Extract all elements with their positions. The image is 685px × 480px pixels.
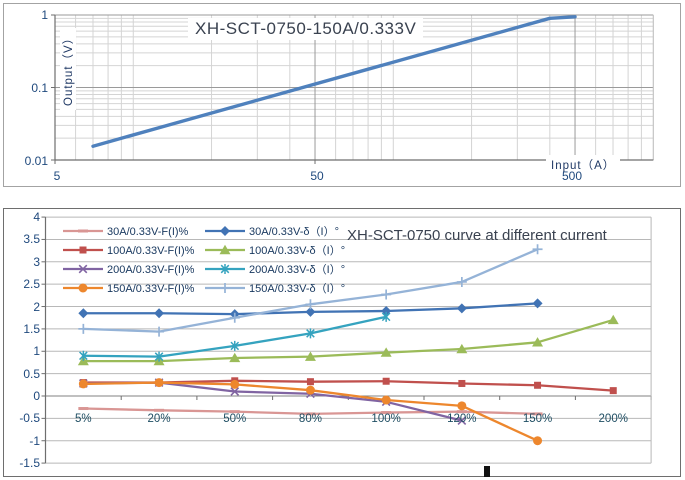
marker-plus bbox=[78, 323, 89, 334]
legend-item: 30A/0.33V-F(I)% bbox=[63, 226, 189, 238]
x-axis-category-label: 150% bbox=[522, 413, 553, 425]
marker-diamond bbox=[456, 303, 467, 314]
marker-circle bbox=[533, 436, 543, 446]
marker-diamond bbox=[154, 308, 165, 319]
legend-item: 150A/0.33V-F(I)% bbox=[63, 283, 195, 295]
y-axis-tick-label: 2 bbox=[33, 299, 40, 314]
text-cursor-mark bbox=[484, 466, 490, 477]
legend-label: 150A/0.33V-F(I)% bbox=[107, 283, 195, 295]
y-axis-tick-label: 0.1 bbox=[31, 81, 48, 95]
legend-label: 100A/0.33V-F(I)% bbox=[107, 245, 195, 257]
legend-item: 30A/0.33V-δ（I）° bbox=[205, 225, 339, 238]
y-axis-tick-label: 4 bbox=[33, 210, 40, 225]
marker-diamond bbox=[78, 308, 89, 319]
x-axis-tick-label: 500 bbox=[561, 169, 583, 183]
marker-asterisk bbox=[79, 350, 88, 361]
series-line-5 bbox=[82, 318, 615, 363]
marker-circle bbox=[78, 379, 88, 389]
x-axis-category-label: 50% bbox=[223, 413, 247, 425]
bottom-chart-canvas: 30A/0.33V-F(I)% 100A/0.33V-F(I)% 200A/0.33… bbox=[41, 216, 652, 464]
marker-plus bbox=[456, 276, 467, 287]
top-chart-title: XH-SCT-0750-150A/0.333V bbox=[188, 18, 424, 40]
x-axis-category-label: 80% bbox=[298, 413, 322, 425]
y-axis-title: Output（V） bbox=[60, 27, 76, 110]
marker-square bbox=[458, 379, 466, 387]
marker-plus bbox=[532, 244, 543, 255]
legend-item: 100A/0.33V-F(I)% bbox=[63, 245, 195, 257]
series-line-output bbox=[91, 15, 577, 148]
marker-square bbox=[382, 377, 390, 385]
legend-label: 30A/0.33V-F(I)% bbox=[107, 226, 189, 238]
y-axis-tick-label: -1.5 bbox=[19, 456, 40, 471]
marker-triangle bbox=[532, 337, 544, 347]
marker-triangle bbox=[380, 347, 392, 357]
marker-plus bbox=[305, 299, 316, 310]
y-axis-tick-label: 0 bbox=[33, 389, 40, 403]
legend-item: 100A/0.33V-δ（I）° bbox=[205, 244, 345, 257]
marker-square bbox=[534, 381, 542, 389]
marker-triangle bbox=[456, 343, 468, 354]
x-axis-title: Input（A） bbox=[546, 155, 621, 175]
marker-plus bbox=[220, 283, 230, 293]
marker-diamond bbox=[532, 298, 543, 309]
bottom-chart-title: XH-SCT-0750 curve at different current bbox=[347, 227, 607, 244]
y-axis-tick-label: 3.5 bbox=[23, 232, 40, 247]
marker-triangle bbox=[229, 352, 241, 363]
marker-x bbox=[457, 416, 467, 425]
marker-plus bbox=[229, 312, 240, 323]
y-axis-tick-label: -0.5 bbox=[19, 411, 40, 426]
x-axis-category-label: 120% bbox=[447, 413, 477, 425]
bottom-chart-panel: 30A/0.33V-F(I)% 100A/0.33V-F(I)% 200A/0.33… bbox=[3, 208, 681, 477]
marker-asterisk bbox=[154, 351, 164, 362]
y-axis-tick-label: 3 bbox=[33, 254, 40, 269]
y-axis-tick-label: 1 bbox=[33, 344, 40, 359]
marker-circle bbox=[457, 401, 467, 411]
y-axis-tick-label: 2.5 bbox=[23, 277, 40, 292]
marker-triangle bbox=[304, 351, 316, 361]
y-axis-tick-label: 1.5 bbox=[23, 321, 40, 336]
marker-plus bbox=[154, 326, 165, 337]
legend-item: 200A/0.33V-F(I)% bbox=[63, 264, 195, 276]
marker-diamond bbox=[220, 226, 230, 236]
x-axis-category-label: 200% bbox=[598, 413, 628, 425]
marker-circle bbox=[78, 283, 88, 293]
legend-label: 200A/0.33V-F(I)% bbox=[107, 264, 195, 276]
marker-asterisk bbox=[220, 264, 230, 274]
x-axis-category-label: 100% bbox=[371, 413, 401, 425]
marker-square bbox=[306, 378, 314, 386]
x-axis-category-label: 5% bbox=[75, 413, 92, 425]
marker-asterisk bbox=[230, 340, 240, 351]
marker-plus bbox=[381, 289, 392, 300]
x-axis-tick-label: 50 bbox=[310, 169, 324, 183]
marker-asterisk bbox=[306, 328, 315, 339]
legend-label: 30A/0.33V-δ（I）° bbox=[249, 225, 339, 238]
marker-circle bbox=[230, 379, 240, 389]
marker-triangle bbox=[219, 244, 231, 255]
marker-x bbox=[230, 387, 240, 396]
marker-circle bbox=[154, 378, 164, 388]
y-axis-tick-label: 0.01 bbox=[24, 154, 48, 168]
y-axis-tick-label: 1 bbox=[41, 8, 48, 22]
legend-item: 200A/0.33V-δ（I）° bbox=[205, 263, 345, 276]
marker-diamond bbox=[305, 306, 316, 317]
marker-asterisk bbox=[381, 311, 391, 322]
x-axis-category-label: 20% bbox=[147, 413, 171, 425]
legend-label: 100A/0.33V-δ（I）° bbox=[249, 244, 345, 257]
marker-square bbox=[609, 387, 617, 395]
y-axis-tick-label: -1 bbox=[29, 433, 40, 448]
legend-item: 150A/0.33V-δ（I）° bbox=[205, 282, 345, 295]
marker-circle bbox=[381, 395, 391, 405]
marker-square bbox=[79, 246, 87, 254]
x-axis-tick-label: 5 bbox=[53, 169, 61, 183]
legend-label: 200A/0.33V-δ（I）° bbox=[249, 263, 345, 276]
y-axis-tick-label: 0.5 bbox=[23, 366, 40, 381]
marker-circle bbox=[305, 385, 315, 395]
marker-triangle bbox=[607, 314, 619, 325]
marker-x bbox=[78, 264, 88, 274]
legend-label: 150A/0.33V-δ（I）° bbox=[249, 282, 345, 295]
